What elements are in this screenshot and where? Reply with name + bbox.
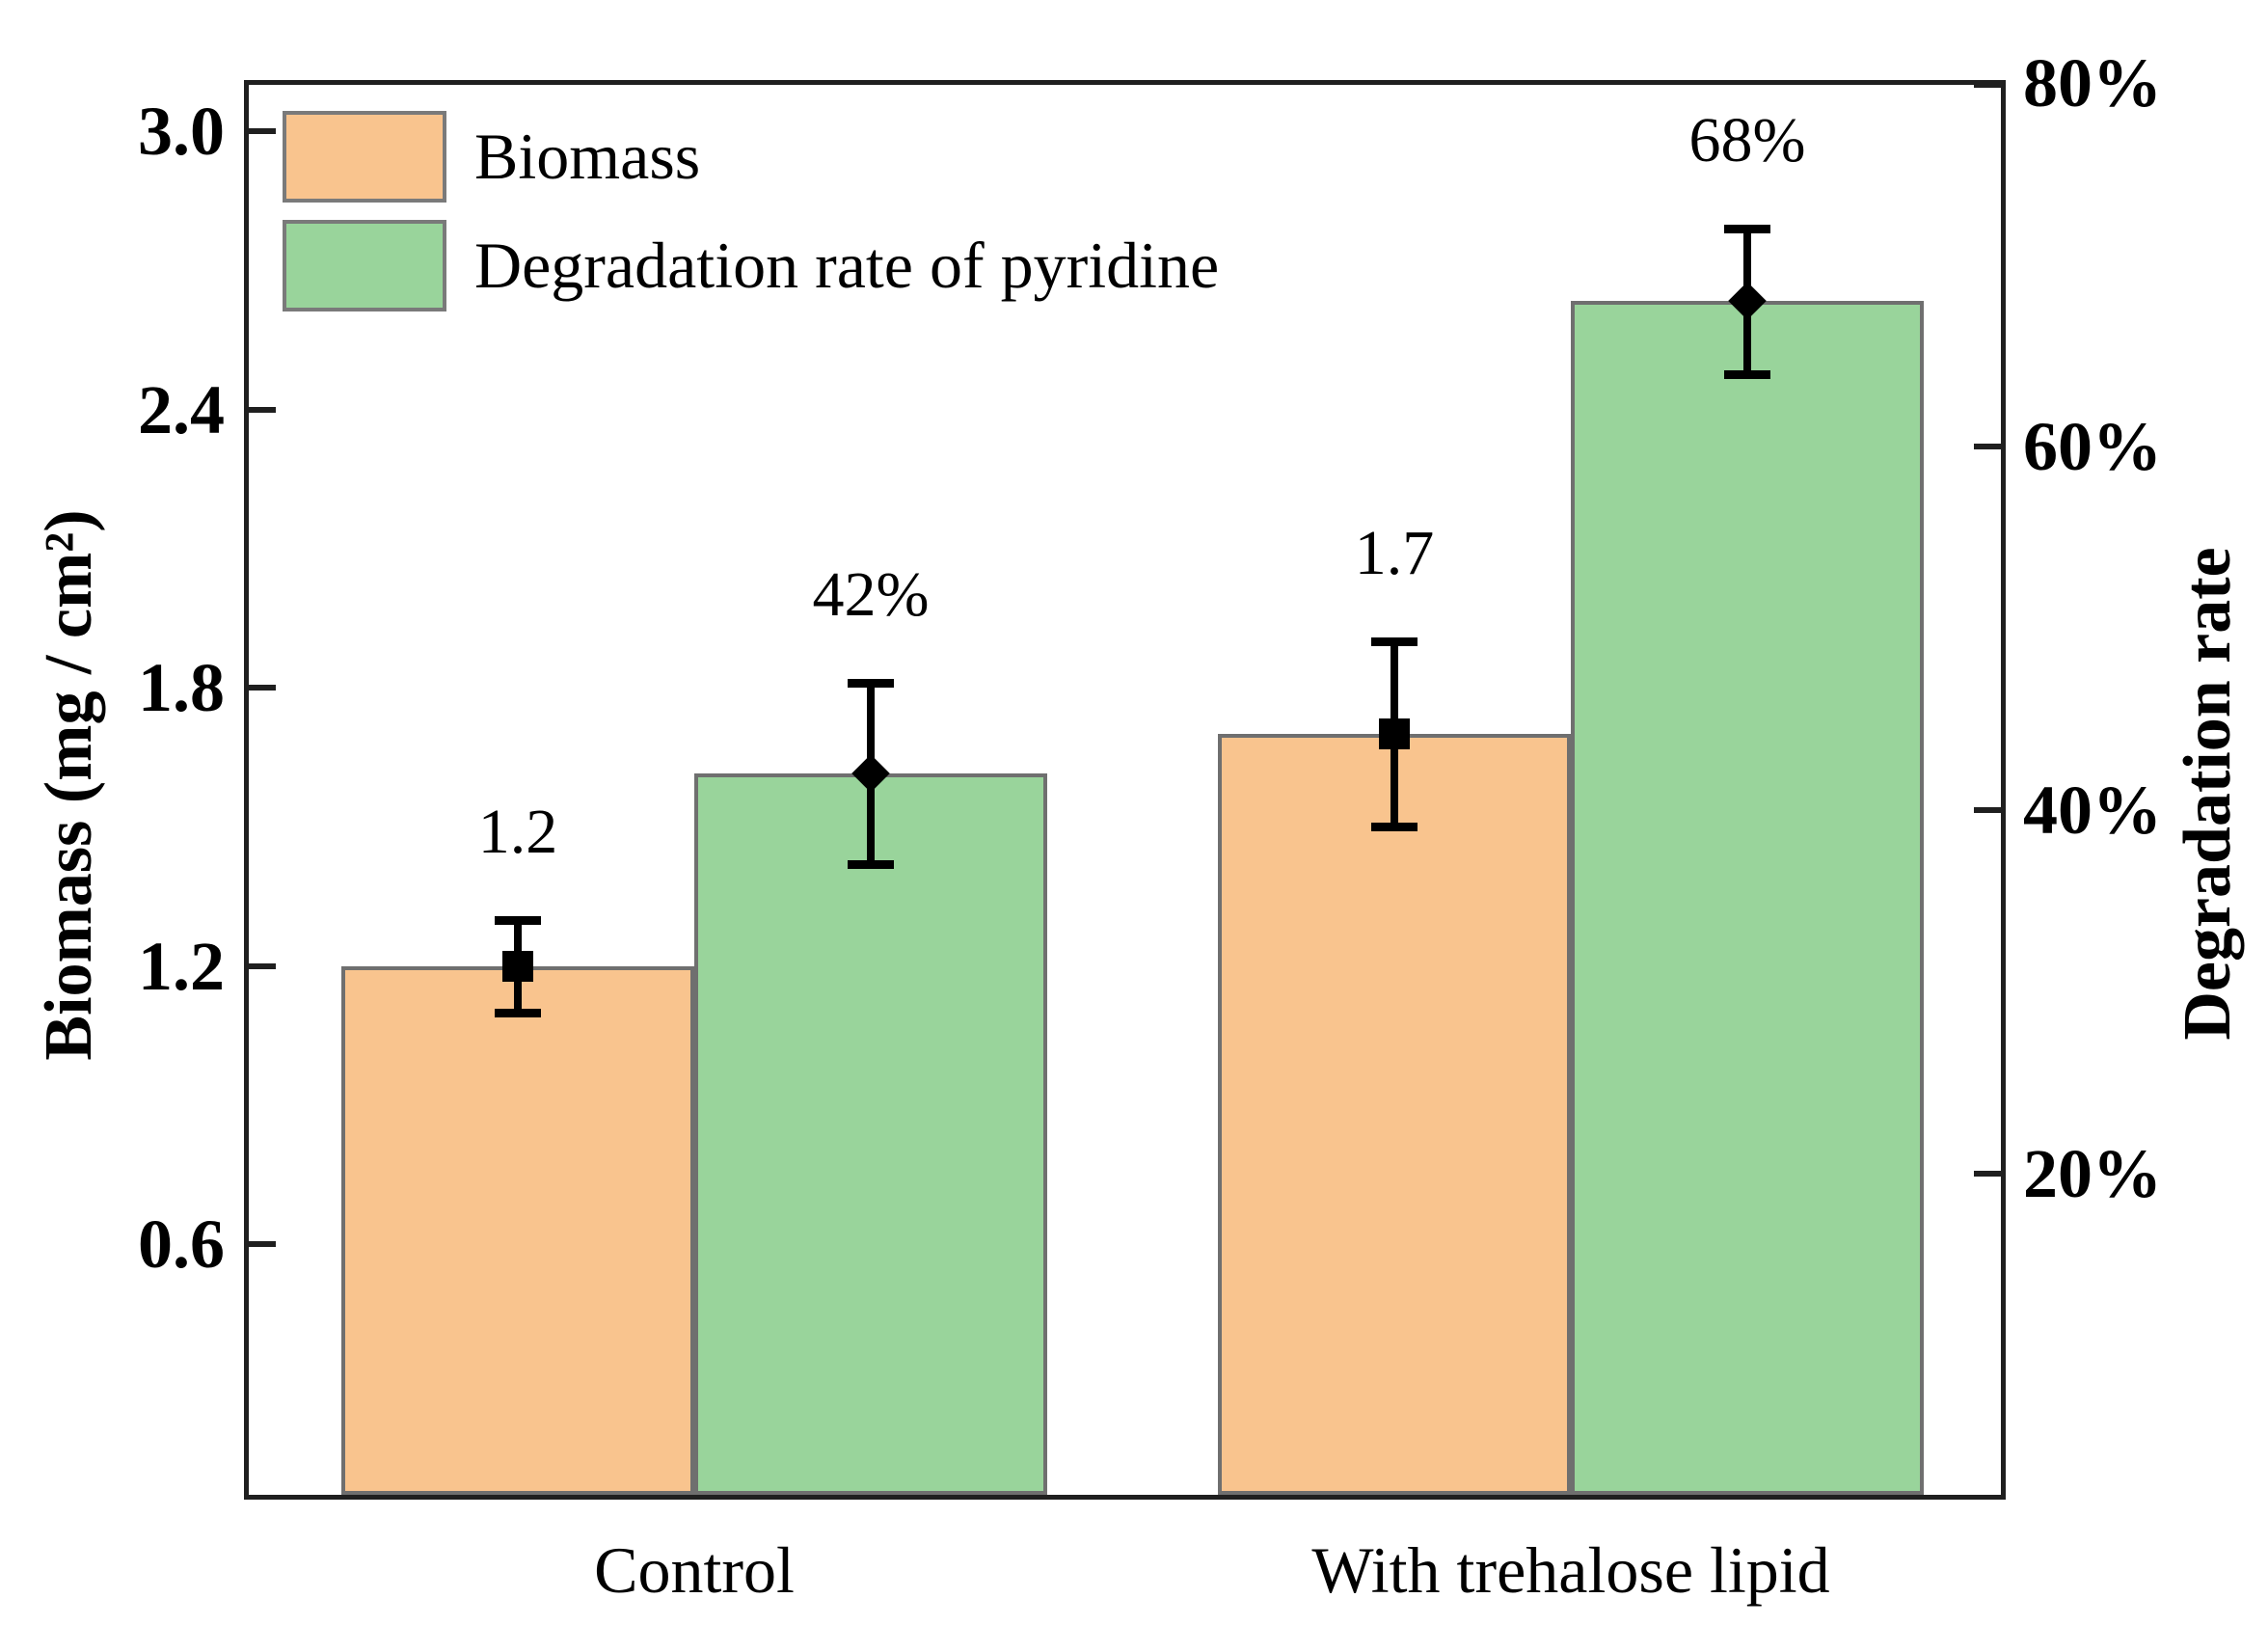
error-bar-cap-top	[848, 678, 894, 688]
marker-square	[502, 950, 533, 982]
left-axis-tick-label: 1.8	[138, 649, 225, 727]
bar-value-label: 1.2	[477, 796, 558, 867]
legend-swatch-biomass	[283, 111, 446, 203]
error-bar-cap-top	[495, 915, 541, 925]
right-axis-tick-label: 20%	[2023, 1134, 2162, 1212]
bar-value-label: 68%	[1688, 104, 1806, 176]
left-axis-tick	[249, 406, 276, 413]
left-axis-tick-label: 3.0	[138, 93, 225, 171]
bar-biomass	[341, 965, 694, 1495]
error-bar-cap-bottom	[1724, 369, 1770, 379]
right-axis-tick-label: 60%	[2023, 407, 2162, 485]
error-bar-cap-bottom	[848, 860, 894, 870]
bar-value-label: 42%	[812, 558, 930, 630]
error-bar-cap-top	[1371, 637, 1418, 647]
bar-degradation	[1571, 301, 1924, 1495]
left-axis-tick-label: 2.4	[138, 370, 225, 448]
right-axis-tick	[1974, 443, 2001, 449]
error-bar-cap-bottom	[495, 1008, 541, 1017]
legend-swatch-degradation	[283, 220, 446, 311]
left-axis-tick-label: 1.2	[138, 927, 225, 1005]
error-bar-cap-top	[1724, 224, 1770, 233]
right-axis-tick	[1974, 806, 2001, 813]
right-axis-tick-label: 80%	[2023, 44, 2162, 122]
left-axis-tick	[249, 962, 276, 969]
left-axis-tick	[249, 128, 276, 135]
x-category-label: With trehalose lipid	[1311, 1533, 1830, 1607]
left-axis-tick-label: 0.6	[138, 1205, 225, 1284]
marker-square	[1379, 718, 1410, 750]
left-axis-tick	[249, 1241, 276, 1248]
bar-degradation	[694, 773, 1047, 1495]
error-bar-cap-bottom	[1371, 823, 1418, 832]
legend-label-biomass: Biomass	[474, 120, 701, 193]
bar-biomass	[1218, 734, 1571, 1495]
plot-area: 1.2 42% 1.7 68%	[244, 80, 2006, 1500]
x-category-label: Control	[594, 1533, 795, 1607]
right-axis-tick	[1974, 1170, 2001, 1177]
right-axis-tick-label: 40%	[2023, 771, 2162, 849]
bar-value-label: 1.7	[1354, 518, 1435, 589]
legend-label-degradation: Degradation rate of pyridine	[474, 229, 1220, 302]
right-axis-tick	[1974, 82, 2001, 88]
left-axis-tick	[249, 685, 276, 691]
